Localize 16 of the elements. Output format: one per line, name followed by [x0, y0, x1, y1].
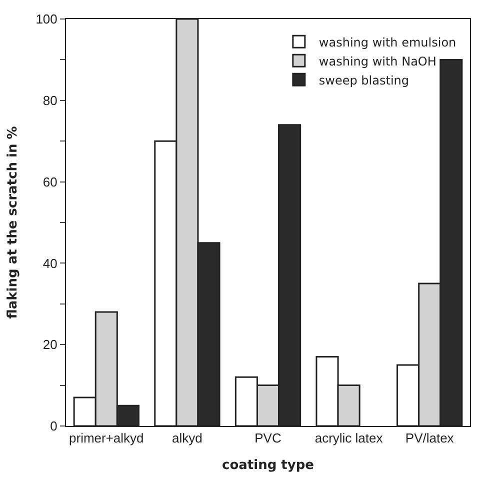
x-tick-label: primer+alkyd [69, 430, 144, 446]
y-tick-label: 80 [42, 92, 58, 108]
y-tick-label: 40 [42, 256, 58, 271]
legend-label: sweep blasting [318, 73, 410, 88]
y-tick-label: 60 [42, 174, 58, 190]
y-axis-title: flaking at the scratch in % [6, 126, 21, 319]
x-tick-label: PVC [254, 430, 282, 446]
x-tick-label: alkyd [172, 430, 202, 446]
x-tick-label: PV/latex [405, 430, 454, 446]
legend-label: washing with emulsion [318, 35, 456, 50]
y-tick-label: 20 [42, 337, 58, 352]
legend-label: washing with NaOH [318, 54, 436, 68]
x-axis-title: coating type [222, 458, 314, 474]
x-tick-label: acrylic latex [314, 430, 384, 446]
y-tick-label: 0 [50, 418, 58, 434]
y-tick-label: 100 [36, 12, 58, 27]
